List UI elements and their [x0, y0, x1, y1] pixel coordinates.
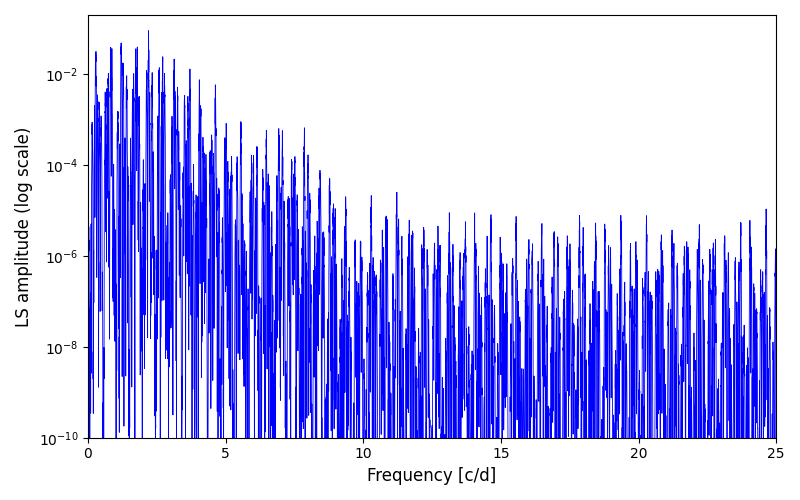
X-axis label: Frequency [c/d]: Frequency [c/d] [367, 467, 497, 485]
Y-axis label: LS amplitude (log scale): LS amplitude (log scale) [15, 126, 33, 326]
